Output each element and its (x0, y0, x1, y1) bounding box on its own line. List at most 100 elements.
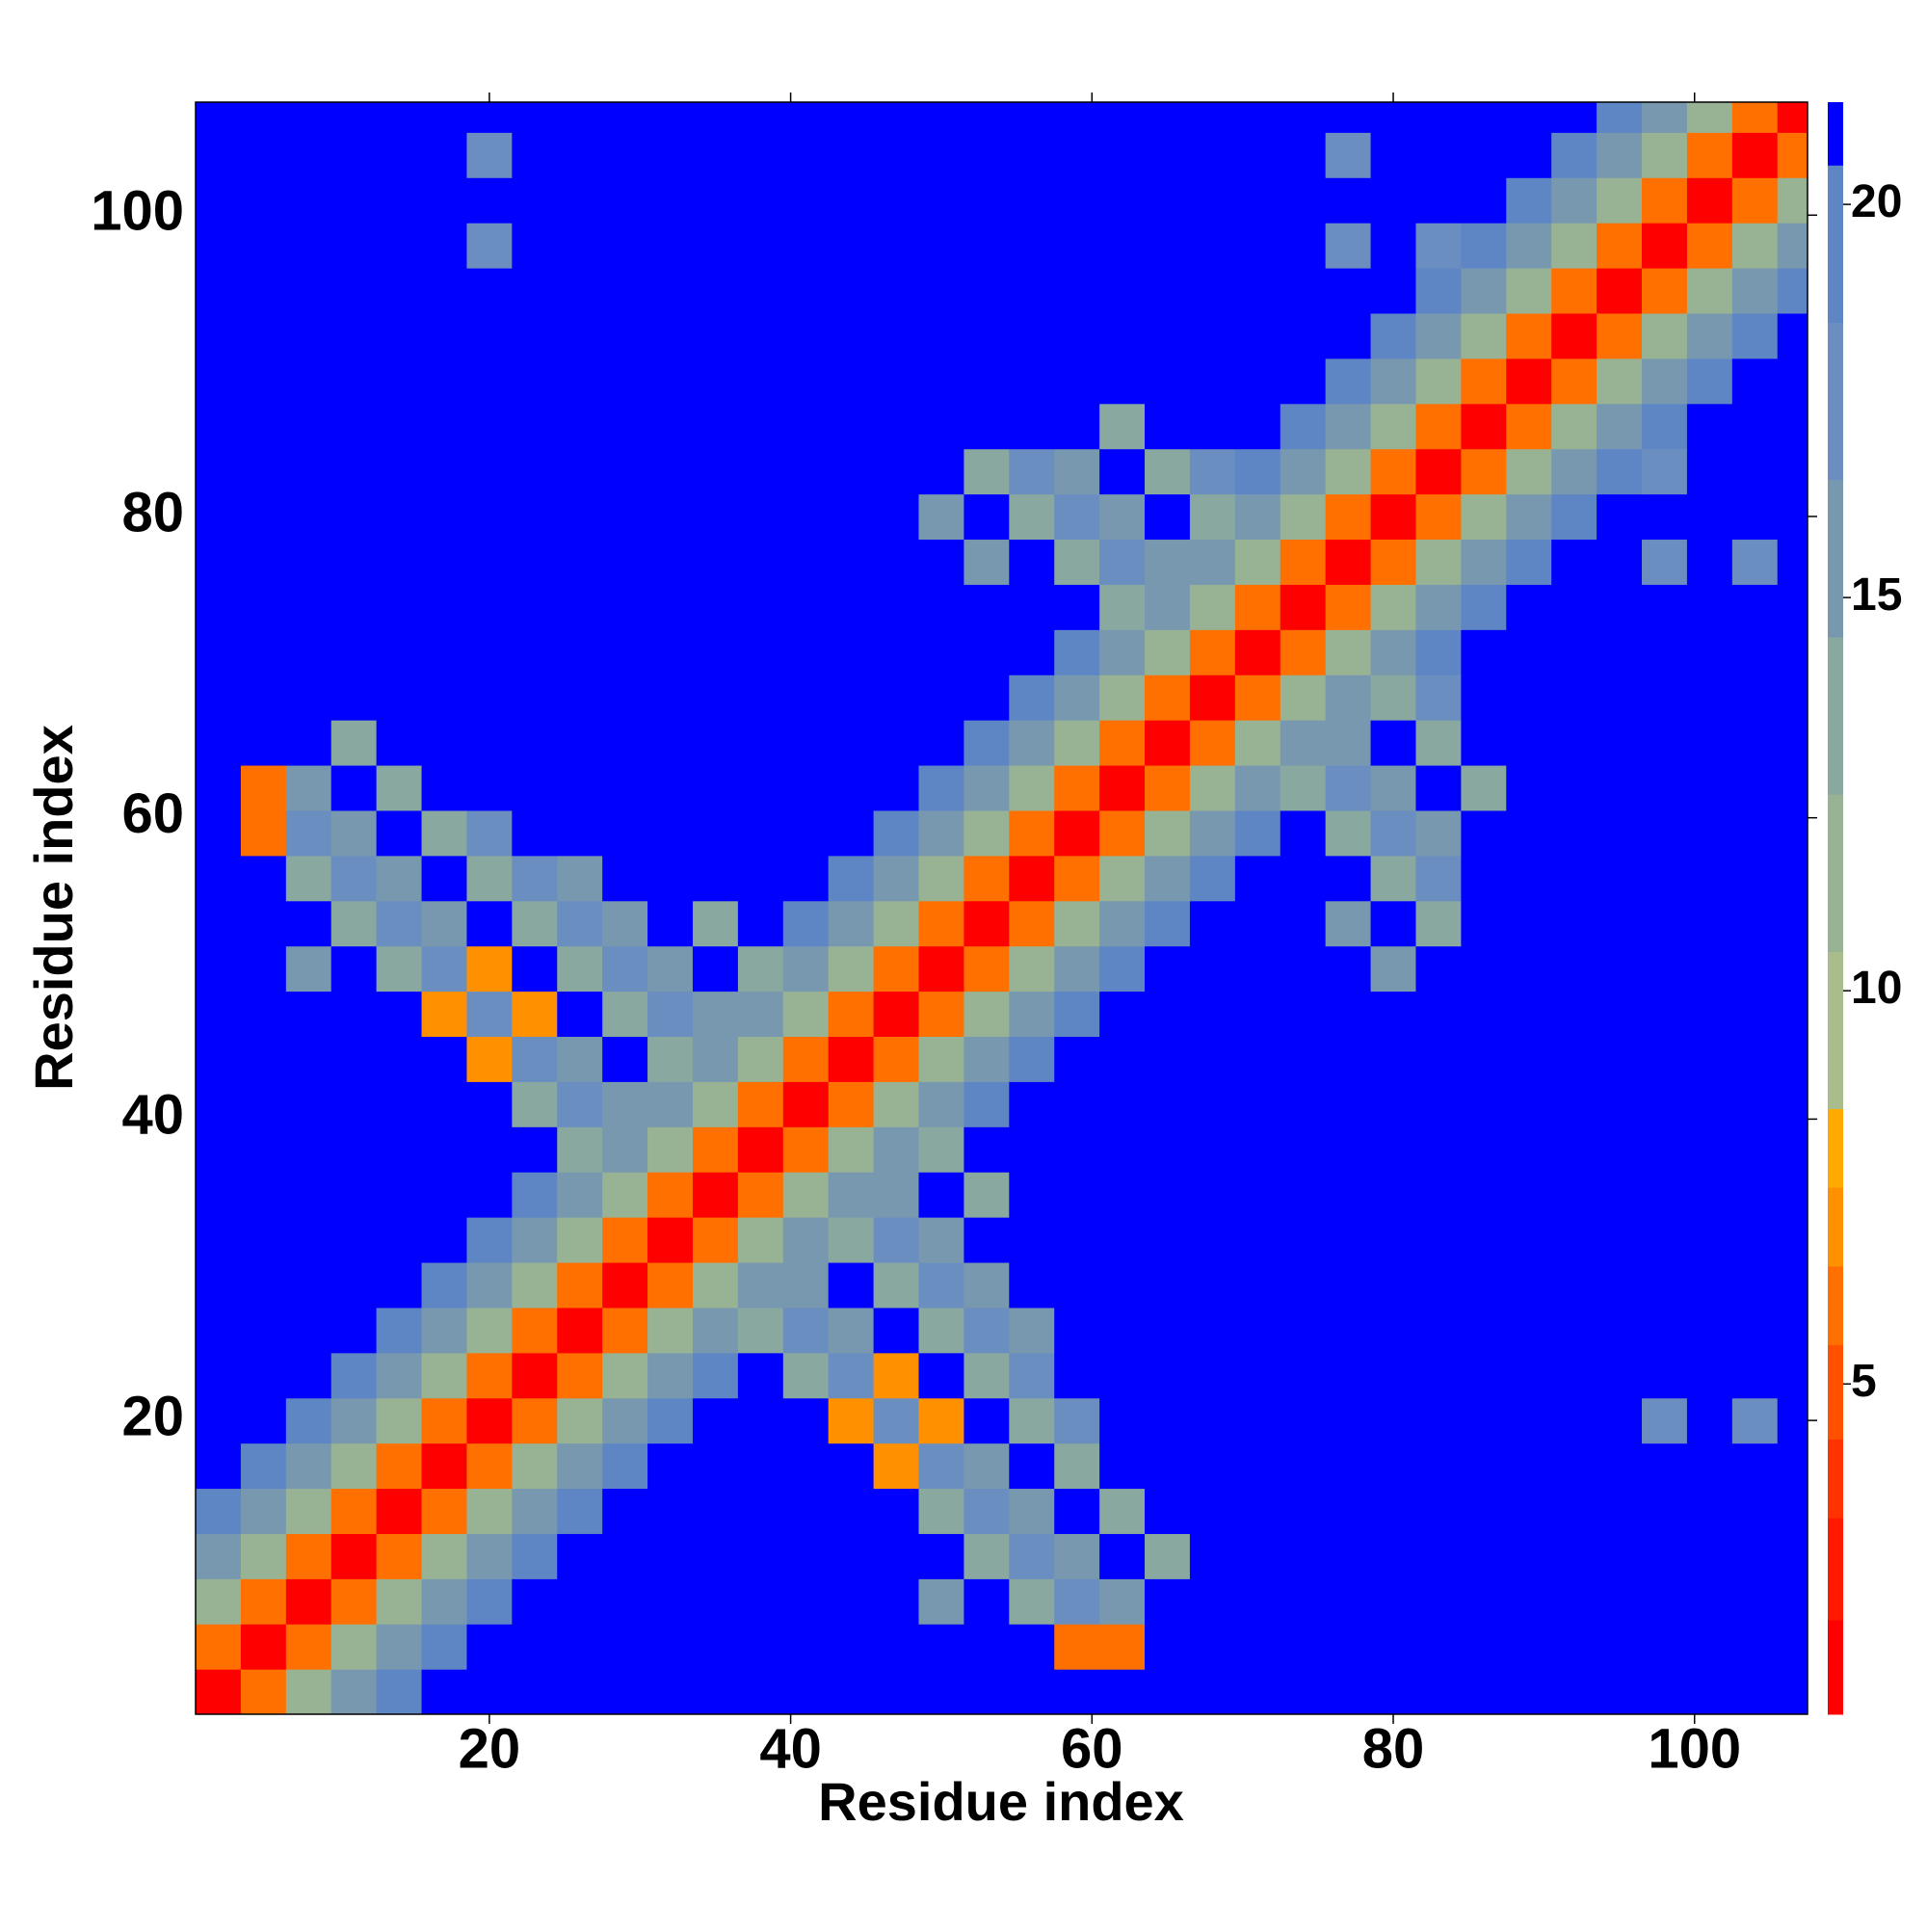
heatmap-cell (285, 223, 332, 269)
heatmap-cell (1280, 764, 1327, 811)
heatmap-cell (692, 1172, 739, 1218)
heatmap-cell (512, 991, 558, 1038)
heatmap-cell (1009, 1442, 1055, 1490)
heatmap-cell (1506, 1397, 1552, 1444)
heatmap-cell (1551, 223, 1597, 269)
heatmap-cell (1189, 1669, 1236, 1714)
heatmap-cell (512, 1442, 558, 1490)
heatmap-cell (1597, 177, 1643, 224)
heatmap-cell (918, 403, 965, 450)
heatmap-cell (1280, 102, 1327, 133)
heatmap-cell (1370, 720, 1417, 766)
heatmap-cell (692, 1081, 739, 1127)
heatmap-cell (466, 1533, 513, 1579)
heatmap-cell (602, 720, 648, 766)
heatmap-cell (1054, 1669, 1100, 1714)
heatmap-cell (330, 1624, 378, 1670)
heatmap-cell (1009, 132, 1055, 178)
heatmap-cell (828, 1307, 875, 1354)
heatmap-cell (602, 855, 648, 902)
heatmap-cell (557, 809, 603, 857)
heatmap-cell (285, 945, 332, 992)
heatmap-cell (828, 584, 875, 630)
heatmap-cell (1234, 945, 1281, 992)
heatmap-cell (1597, 493, 1643, 541)
heatmap-cell (1099, 267, 1146, 314)
heatmap-cell (196, 1036, 242, 1082)
heatmap-cell (1099, 584, 1146, 630)
heatmap-cell (1370, 1217, 1417, 1263)
heatmap-cell (196, 1352, 242, 1399)
heatmap-cell (918, 1533, 965, 1579)
heatmap-cell (466, 403, 513, 450)
heatmap-cell (1461, 1352, 1507, 1399)
heatmap-cell (828, 493, 875, 541)
heatmap-cell (466, 584, 513, 630)
heatmap-cell (1461, 1126, 1507, 1173)
heatmap-cell (512, 1307, 558, 1354)
heatmap-cell (873, 267, 920, 314)
heatmap-cell (692, 177, 739, 224)
heatmap-cell (1777, 855, 1808, 902)
heatmap-cell (1461, 1081, 1507, 1127)
heatmap-cell (1145, 267, 1191, 314)
heatmap-cell (1145, 629, 1191, 675)
heatmap-cell (828, 720, 875, 766)
heatmap-cell (1597, 1442, 1643, 1490)
heatmap-cell (1551, 1217, 1597, 1263)
heatmap-cell (1370, 1126, 1417, 1173)
heatmap-cell (1777, 1352, 1808, 1399)
heatmap-cell (466, 1488, 513, 1534)
heatmap-cell (602, 1172, 648, 1218)
heatmap-cell (196, 1307, 242, 1354)
heatmap-cell (782, 675, 830, 721)
heatmap-cell (1506, 720, 1552, 766)
heatmap-cell (466, 267, 513, 314)
heatmap-cell (1370, 991, 1417, 1038)
heatmap-cell (376, 1081, 423, 1127)
heatmap-cell (1415, 223, 1462, 269)
heatmap-cell (285, 1172, 332, 1218)
heatmap-cell (512, 1397, 558, 1444)
heatmap-cell (1145, 675, 1191, 721)
heatmap-cell (782, 1261, 830, 1309)
heatmap-cell (1506, 1669, 1552, 1714)
heatmap-cell (512, 855, 558, 902)
heatmap-cell (1280, 1036, 1327, 1082)
heatmap-cell (196, 1488, 242, 1534)
heatmap-cell (330, 675, 378, 721)
heatmap-cell (1506, 675, 1552, 721)
heatmap-cell (1280, 357, 1327, 405)
heatmap-cell (737, 493, 784, 541)
heatmap-cell (1642, 1533, 1688, 1579)
heatmap-cell (692, 629, 739, 675)
heatmap-cell (647, 991, 694, 1038)
heatmap-cell (782, 764, 830, 811)
heatmap-cell (1597, 1261, 1643, 1309)
heatmap-cell (828, 223, 875, 269)
heatmap-cell (1189, 945, 1236, 992)
heatmap-cell (196, 493, 242, 541)
heatmap-cell (1189, 1081, 1236, 1127)
heatmap-cell (1189, 1397, 1236, 1444)
heatmap-cell (1009, 102, 1055, 133)
heatmap-cell (1145, 177, 1191, 224)
heatmap-cell (1189, 629, 1236, 675)
heatmap-cell (647, 539, 694, 585)
heatmap-cell (421, 357, 468, 405)
heatmap-cell (647, 1261, 694, 1309)
heatmap-cell (330, 1126, 378, 1173)
heatmap-cell (1370, 1442, 1417, 1490)
heatmap-cell (1370, 1533, 1417, 1579)
heatmap-cell (602, 539, 648, 585)
heatmap-cell (602, 1126, 648, 1173)
heatmap-cell (1461, 1261, 1507, 1309)
heatmap-cell (647, 1397, 694, 1444)
heatmap-cell (737, 539, 784, 585)
heatmap-cell (285, 764, 332, 811)
heatmap-cell (1099, 1397, 1146, 1444)
heatmap-cell (1551, 357, 1597, 405)
heatmap-cell (1325, 539, 1372, 585)
heatmap-cell (1415, 1488, 1462, 1534)
heatmap-cell (1777, 1217, 1808, 1263)
